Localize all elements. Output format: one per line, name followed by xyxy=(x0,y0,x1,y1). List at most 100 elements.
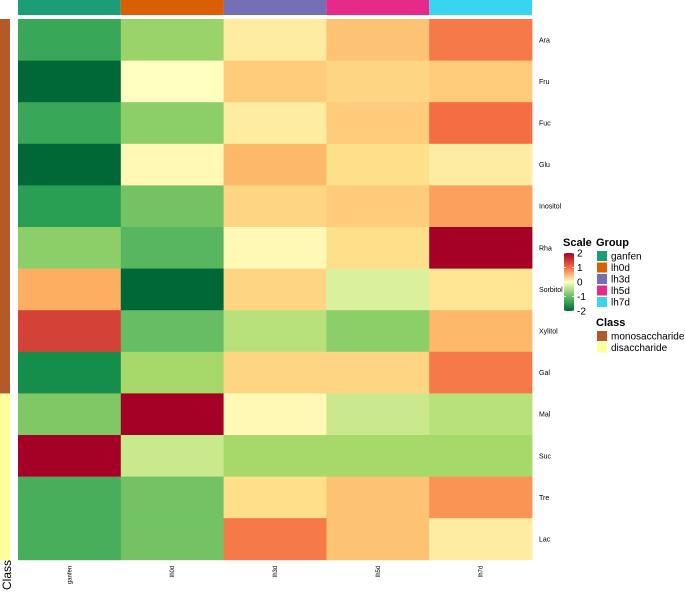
cell-Tre-lh7d xyxy=(429,476,533,519)
cell-Inositol-lh3d xyxy=(223,185,327,228)
group-legend-label-ganfen: ganfen xyxy=(611,252,642,263)
class-bar-Inositol xyxy=(0,185,10,228)
class-bar-Lac xyxy=(0,518,10,561)
scale-tick-label: -2 xyxy=(577,307,586,318)
row-labels: Ara Fru Fuc Glu Inositol Rha Sorbitol Xylitol Ga… xyxy=(539,37,563,543)
cell-Fru-lh3d xyxy=(223,60,327,103)
class-legend-swatch-monosaccharide xyxy=(597,331,607,341)
scale-tick-label: -1 xyxy=(577,292,586,303)
group-bar-lh5d xyxy=(326,0,430,15)
cell-Rha-lh3d xyxy=(223,227,327,269)
cell-Tre-lh5d xyxy=(326,476,430,519)
cell-Lac-lh5d xyxy=(326,518,430,561)
cell-Ara-lh7d xyxy=(429,19,533,61)
column-label-lh0d: lh0d xyxy=(170,566,176,577)
cell-Xylitol-lh0d xyxy=(120,310,224,353)
cell-Suc-lh0d xyxy=(120,435,224,477)
class-bar-Ara xyxy=(0,19,10,62)
cell-Fuc-lh3d xyxy=(223,102,327,145)
cell-Glu-lh5d xyxy=(326,143,430,186)
row-label-Inositol: Inositol xyxy=(539,204,562,211)
column-label-lh7d: lh7d xyxy=(479,566,485,577)
class-legend-title: Class xyxy=(596,317,625,329)
cell-Suc-lh5d xyxy=(326,435,430,477)
cell-Rha-lh5d xyxy=(326,227,430,269)
cell-Rha-ganfen xyxy=(18,227,122,269)
class-bar-Glu xyxy=(0,143,10,186)
group-legend-swatch-lh0d xyxy=(597,262,607,273)
column-labels: ganfen lh0d lh3d lh5d lh7d xyxy=(67,566,484,584)
class-bar-Xylitol xyxy=(0,310,10,353)
class-bar-Suc xyxy=(0,435,10,478)
group-legend-swatch-ganfen xyxy=(597,251,607,261)
cell-Fru-ganfen xyxy=(18,60,122,103)
cell-Fru-lh7d xyxy=(429,60,533,103)
cell-Fuc-lh5d xyxy=(326,102,430,145)
row-label-Mal: Mal xyxy=(539,412,551,419)
cell-Sorbitol-ganfen xyxy=(18,268,122,311)
cell-Lac-lh3d xyxy=(223,518,327,561)
group-legend-swatch-lh7d xyxy=(597,297,607,307)
cell-Mal-lh0d xyxy=(120,393,224,436)
cell-Glu-lh7d xyxy=(429,143,533,186)
cell-Xylitol-lh7d xyxy=(429,310,533,353)
cell-Glu-ganfen xyxy=(18,143,122,186)
cell-Xylitol-ganfen xyxy=(18,310,122,353)
class-bar-Fru xyxy=(0,60,10,103)
row-label-Fuc: Fuc xyxy=(539,121,551,128)
cell-Ara-lh3d xyxy=(223,19,327,61)
class-bar-Sorbitol xyxy=(0,268,10,311)
cell-Mal-lh7d xyxy=(429,393,533,436)
cell-Gal-lh3d xyxy=(223,351,327,394)
column-label-lh5d: lh5d xyxy=(376,566,382,577)
cell-Tre-ganfen xyxy=(18,476,122,519)
class-axis-label: Class xyxy=(0,560,14,590)
row-label-Fru: Fru xyxy=(539,79,550,86)
group-legend-swatch-lh5d xyxy=(597,285,607,296)
row-label-Lac: Lac xyxy=(539,537,551,544)
cell-Lac-lh0d xyxy=(120,518,224,561)
cell-Sorbitol-lh5d xyxy=(326,268,430,311)
cell-Gal-lh7d xyxy=(429,351,533,394)
group-bar-lh7d xyxy=(429,0,532,15)
class-legend-label-monosaccharide: monosaccharide xyxy=(611,332,685,343)
cell-Xylitol-lh3d xyxy=(223,310,327,353)
cell-Suc-ganfen xyxy=(18,435,122,477)
group-bar-lh0d xyxy=(120,0,224,15)
cell-Fuc-ganfen xyxy=(18,102,122,145)
group-bar-ganfen xyxy=(18,0,121,15)
cell-Ara-lh5d xyxy=(326,19,430,61)
group-legend-label-lh3d: lh3d xyxy=(611,275,630,286)
cell-Rha-lh0d xyxy=(120,227,224,269)
column-label-lh3d: lh3d xyxy=(273,566,279,577)
cell-Lac-ganfen xyxy=(18,518,122,561)
row-label-Rha: Rha xyxy=(539,245,552,252)
cell-Mal-ganfen xyxy=(18,393,122,436)
group-legend-label-lh0d: lh0d xyxy=(611,263,630,274)
cell-Glu-lh0d xyxy=(120,143,224,186)
cell-Ara-ganfen xyxy=(18,19,122,61)
cell-Tre-lh3d xyxy=(223,476,327,519)
cell-Mal-lh3d xyxy=(223,393,327,436)
cell-Suc-lh7d xyxy=(429,435,533,477)
group-legend-label-lh7d: lh7d xyxy=(611,298,630,309)
cell-Gal-ganfen xyxy=(18,351,122,394)
row-label-Xylitol: Xylitol xyxy=(539,329,558,336)
row-label-Sorbitol: Sorbitol xyxy=(539,287,563,294)
cell-Suc-lh3d xyxy=(223,435,327,477)
cell-Xylitol-lh5d xyxy=(326,310,430,353)
group-annotation-bar xyxy=(18,0,532,15)
cell-Sorbitol-lh0d xyxy=(120,268,224,311)
cell-Gal-lh0d xyxy=(120,351,224,394)
row-label-Tre: Tre xyxy=(539,495,549,502)
class-legend-label-disaccharide: disaccharide xyxy=(611,343,668,354)
cell-Inositol-lh7d xyxy=(429,185,533,228)
class-annotation-bar xyxy=(0,19,10,561)
row-label-Ara: Ara xyxy=(539,37,550,44)
group-legend-swatch-lh3d xyxy=(597,274,607,284)
class-bar-Rha xyxy=(0,227,10,270)
group-legend-label-lh5d: lh5d xyxy=(611,286,630,297)
heatmap-cells xyxy=(18,19,533,561)
cell-Lac-lh7d xyxy=(429,518,533,561)
